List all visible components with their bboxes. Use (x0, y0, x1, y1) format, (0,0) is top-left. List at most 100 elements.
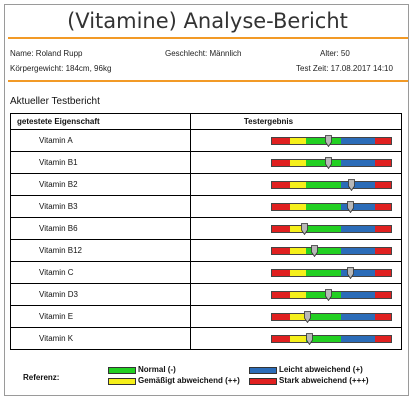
scale-segment-red (272, 292, 290, 298)
scale-segment-red (375, 248, 391, 254)
legend-swatch-red (249, 378, 277, 385)
orange-divider-top (8, 37, 408, 39)
vitamin-label: Vitamin B3 (10, 195, 191, 218)
scale-segment-green (306, 292, 341, 298)
scale-segment-yellow (289, 182, 307, 188)
result-scale-bar (271, 267, 392, 279)
orange-divider-bottom (8, 80, 408, 82)
vitamin-label: Vitamin K (10, 327, 191, 350)
table-header-row: getestete Eigenschaft Testergebnis (10, 113, 402, 130)
result-marker-icon (346, 267, 354, 279)
scale-segment-yellow (289, 336, 307, 342)
result-marker-icon (347, 179, 355, 191)
result-scale-bar (271, 245, 392, 257)
scale-segment-red (272, 270, 290, 276)
legend-text: Leicht abweichend (+) (279, 365, 363, 374)
vitamin-label: Vitamin C (10, 261, 191, 284)
result-cell (190, 305, 402, 328)
scale-segment-green (306, 138, 341, 144)
vitamin-label: Vitamin E (10, 305, 191, 328)
result-scale-bar (271, 311, 392, 323)
scale-segment-blue (340, 138, 376, 144)
scale-segment-blue (340, 248, 376, 254)
scale-segment-blue (340, 314, 376, 320)
vitamin-label: Vitamin B1 (10, 151, 191, 174)
test-time: Test Zeit: 17.08.2017 14:10 (296, 64, 393, 73)
table-row: Vitamin C (10, 261, 402, 284)
table-row: Vitamin D3 (10, 283, 402, 306)
result-cell (190, 173, 402, 196)
table-row: Vitamin B1 (10, 151, 402, 174)
scale-segment-red (375, 226, 391, 232)
scale-segment-red (375, 138, 391, 144)
scale-segment-blue (340, 270, 376, 276)
scale-segment-yellow (289, 270, 307, 276)
vitamin-label: Vitamin A (10, 129, 191, 152)
scale-segment-red (272, 138, 290, 144)
result-marker-icon (303, 311, 311, 323)
person-body: Körpergewicht: 184cm, 96kg (10, 64, 112, 73)
scale-segment-yellow (289, 160, 307, 166)
table-row: Vitamin A (10, 129, 402, 152)
result-scale-bar (271, 201, 392, 213)
scale-segment-red (272, 314, 290, 320)
result-cell (190, 129, 402, 152)
result-scale-bar (271, 289, 392, 301)
scale-segment-red (272, 182, 290, 188)
scale-segment-blue (340, 226, 376, 232)
table-row: Vitamin E (10, 305, 402, 328)
scale-segment-green (306, 314, 341, 320)
legend-text: Normal (-) (138, 365, 176, 374)
scale-segment-red (272, 160, 290, 166)
scale-segment-red (375, 292, 391, 298)
column-header-property: getestete Eigenschaft (10, 113, 191, 130)
scale-segment-blue (340, 204, 376, 210)
scale-segment-yellow (289, 314, 307, 320)
column-header-result: Testergebnis (190, 113, 402, 130)
scale-segment-red (375, 336, 391, 342)
scale-segment-red (375, 160, 391, 166)
result-cell (190, 327, 402, 350)
scale-segment-blue (340, 160, 376, 166)
result-cell (190, 217, 402, 240)
person-name: Name: Roland Rupp (10, 49, 83, 58)
legend-swatch-green (108, 367, 136, 374)
report-title: (Vitamine) Analyse-Bericht (67, 9, 348, 33)
scale-segment-yellow (289, 292, 307, 298)
scale-segment-red (375, 204, 391, 210)
scale-segment-yellow (289, 248, 307, 254)
table-row: Vitamin B3 (10, 195, 402, 218)
scale-segment-blue (340, 336, 376, 342)
person-gender: Geschlecht: Männlich (165, 49, 242, 58)
legend-text: Gemäßigt abweichend (++) (138, 376, 240, 385)
result-cell (190, 261, 402, 284)
scale-segment-red (272, 336, 290, 342)
table-row: Vitamin B2 (10, 173, 402, 196)
result-marker-icon (325, 135, 333, 147)
vitamin-label: Vitamin B12 (10, 239, 191, 262)
scale-segment-blue (340, 182, 376, 188)
scale-segment-green (306, 226, 341, 232)
scale-segment-yellow (289, 138, 307, 144)
scale-segment-yellow (289, 226, 307, 232)
results-table: getestete Eigenschaft Testergebnis Vitam… (10, 113, 402, 350)
result-cell (190, 195, 402, 218)
table-row: Vitamin K (10, 327, 402, 350)
scale-segment-green (306, 270, 341, 276)
scale-segment-green (306, 182, 341, 188)
scale-segment-blue (340, 292, 376, 298)
result-marker-icon (306, 333, 313, 345)
result-marker-icon (301, 223, 309, 235)
result-scale-bar (271, 135, 392, 147)
scale-segment-red (375, 314, 391, 320)
vitamin-label: Vitamin D3 (10, 283, 191, 306)
legend-swatch-yellow (108, 378, 136, 385)
section-title: Aktueller Testbericht (10, 96, 100, 107)
scale-segment-red (375, 270, 391, 276)
result-cell (190, 151, 402, 174)
vitamin-label: Vitamin B6 (10, 217, 191, 240)
result-scale-bar (271, 333, 392, 345)
vitamin-label: Vitamin B2 (10, 173, 191, 196)
scale-segment-red (375, 182, 391, 188)
legend-swatch-blue (249, 367, 277, 374)
